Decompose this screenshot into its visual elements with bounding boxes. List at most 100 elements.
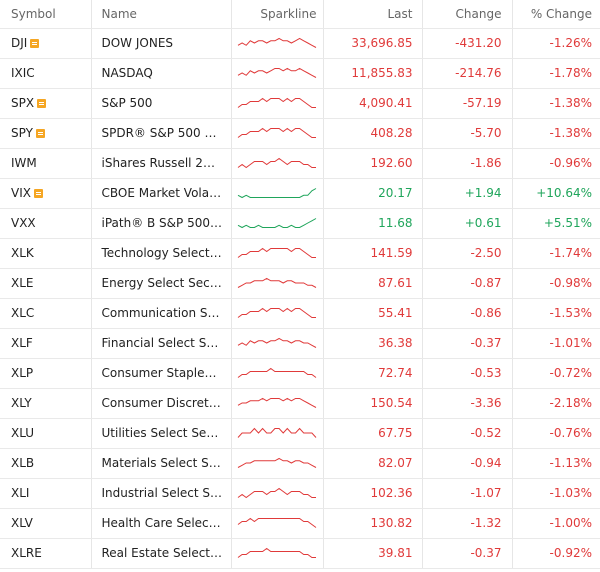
symbol-cell[interactable]: XLV (0, 508, 92, 539)
table-row[interactable]: SPY SPDR® S&P 500 ETF Trust 408.28-5.70-1.… (0, 118, 600, 149)
table-row[interactable]: XLB Materials Select Sector SPDR Fund 82.0… (0, 448, 600, 479)
column-header-symbol[interactable]: Symbol (0, 0, 92, 29)
symbol-text[interactable]: XLB (11, 456, 35, 470)
sparkline-cell (231, 328, 324, 359)
symbol-text[interactable]: XLF (11, 336, 33, 350)
sparkline-chart (237, 37, 317, 48)
symbol-wrap: VXX (11, 216, 36, 230)
table-row[interactable]: VIX CBOE Market Volatility Index 20.17+1.9… (0, 178, 600, 209)
symbol-cell[interactable]: SPX (0, 88, 92, 119)
symbol-cell[interactable]: XLI (0, 478, 92, 509)
sparkline-cell (231, 508, 324, 539)
name-cell: Communication Services Select Sector SPD… (91, 298, 232, 329)
last-cell: 102.36 (323, 478, 423, 509)
table-row[interactable]: XLK Technology Select Sector SPDR Fund 141… (0, 238, 600, 269)
table-row[interactable]: XLRE Real Estate Select Sector SPDR Fund 3… (0, 538, 600, 569)
sparkline-line (237, 218, 317, 229)
sparkline-cell (231, 418, 324, 449)
symbol-wrap: XLE (11, 276, 34, 290)
symbol-cell[interactable]: XLP (0, 358, 92, 389)
table-row[interactable]: XLI Industrial Select Sector SPDR Fund 102… (0, 478, 600, 509)
symbol-cell[interactable]: XLU (0, 418, 92, 449)
symbol-text[interactable]: SPY (11, 126, 33, 140)
change-cell: -1.32 (422, 508, 513, 539)
symbol-text[interactable]: IWM (11, 156, 37, 170)
symbol-cell[interactable]: XLF (0, 328, 92, 359)
symbol-cell[interactable]: XLE (0, 268, 92, 299)
symbol-text[interactable]: VIX (11, 186, 31, 200)
name-cell: Consumer Staples Select Sector SPDR Fund (91, 358, 232, 389)
pct-change-cell: -1.38% (512, 118, 600, 149)
name-cell: Technology Select Sector SPDR Fund (91, 238, 232, 269)
sparkline-line (237, 247, 316, 258)
symbol-text[interactable]: XLRE (11, 546, 42, 560)
column-header-pct-change[interactable]: % Change (512, 0, 600, 29)
note-icon[interactable] (37, 98, 47, 108)
symbol-text[interactable]: XLP (11, 366, 34, 380)
table-row[interactable]: IXIC NASDAQ 11,855.83 -214.76 -1.78% (0, 58, 600, 89)
sparkline-line (237, 277, 317, 288)
symbol-wrap: XLRE (11, 546, 42, 560)
symbol-text[interactable]: XLC (11, 306, 35, 320)
symbol-cell[interactable]: IXIC (0, 58, 92, 89)
table-row[interactable]: DJI DOW JONES 33,696.85 -431.20 -1.26% (0, 28, 600, 59)
symbol-text[interactable]: XLU (11, 426, 35, 440)
symbol-cell[interactable]: XLK (0, 238, 92, 269)
sparkline-cell (231, 28, 324, 59)
sparkline-line (237, 127, 316, 138)
sparkline-line (237, 457, 317, 468)
column-header-name[interactable]: Name (91, 0, 232, 29)
name-cell: Materials Select Sector SPDR Fund (91, 448, 232, 479)
symbol-text[interactable]: DJI (11, 36, 28, 50)
table-row[interactable]: SPX S&P 500 4,090.41 -57.19 -1.38% (0, 88, 600, 119)
sparkline-cell (231, 238, 324, 269)
column-header-sparkline[interactable]: Sparkline (231, 0, 324, 29)
symbol-cell[interactable]: XLC (0, 298, 92, 329)
table-row[interactable]: XLY Consumer Discretionary Select Sector … (0, 388, 600, 419)
sparkline-cell (231, 388, 324, 419)
symbol-text[interactable]: IXIC (11, 66, 35, 80)
note-icon[interactable] (30, 38, 40, 48)
symbol-cell[interactable]: XLY (0, 388, 92, 419)
last-cell: 20.17 (323, 178, 423, 209)
table-row[interactable]: IWM iShares Russell 2000 ETF 192.60-1.86-0… (0, 148, 600, 179)
symbol-cell[interactable]: IWM (0, 148, 92, 179)
sparkline-chart (237, 457, 317, 468)
column-header-change[interactable]: Change (422, 0, 513, 29)
table-row[interactable]: XLF Financial Select Sector SPDR Fund 36.3… (0, 328, 600, 359)
symbol-cell[interactable]: DJI (0, 28, 92, 59)
symbol-cell[interactable]: XLB (0, 448, 92, 479)
symbol-cell[interactable]: VIX (0, 178, 92, 209)
sparkline-chart (237, 277, 317, 288)
last-cell: 39.81 (323, 538, 423, 569)
pct-change-cell: -1.74% (512, 238, 600, 269)
table-row[interactable]: XLC Communication Services Select Sector … (0, 298, 600, 329)
symbol-wrap: IXIC (11, 66, 35, 80)
symbol-text[interactable]: XLI (11, 486, 30, 500)
note-icon[interactable] (35, 128, 45, 138)
sparkline-cell (231, 358, 324, 389)
symbol-text[interactable]: VXX (11, 216, 36, 230)
symbol-cell[interactable]: VXX (0, 208, 92, 239)
sparkline-chart (237, 188, 317, 199)
table-row[interactable]: VXX iPath® B S&P 500® VIX Short-Term Futu… (0, 208, 600, 239)
pct-change-cell: +10.64% (512, 178, 600, 209)
table-row[interactable]: XLV Health Care Select Sector SPDR Fund 13… (0, 508, 600, 539)
symbol-text[interactable]: SPX (11, 96, 35, 110)
sparkline-line (237, 547, 316, 558)
sparkline-line (237, 337, 317, 348)
symbol-cell[interactable]: XLRE (0, 538, 92, 569)
symbol-text[interactable]: XLV (11, 516, 33, 530)
last-cell: 141.59 (323, 238, 423, 269)
change-cell: -0.53 (422, 358, 513, 389)
symbol-text[interactable]: XLE (11, 276, 34, 290)
column-header-last[interactable]: Last (323, 0, 423, 29)
symbol-text[interactable]: XLK (11, 246, 34, 260)
pct-change-cell: -0.96% (512, 148, 600, 179)
table-row[interactable]: XLU Utilities Select Sector SPDR Fund 67.7… (0, 418, 600, 449)
symbol-cell[interactable]: SPY (0, 118, 92, 149)
symbol-text[interactable]: XLY (11, 396, 32, 410)
table-row[interactable]: XLP Consumer Staples Select Sector SPDR F… (0, 358, 600, 389)
note-icon[interactable] (33, 188, 43, 198)
